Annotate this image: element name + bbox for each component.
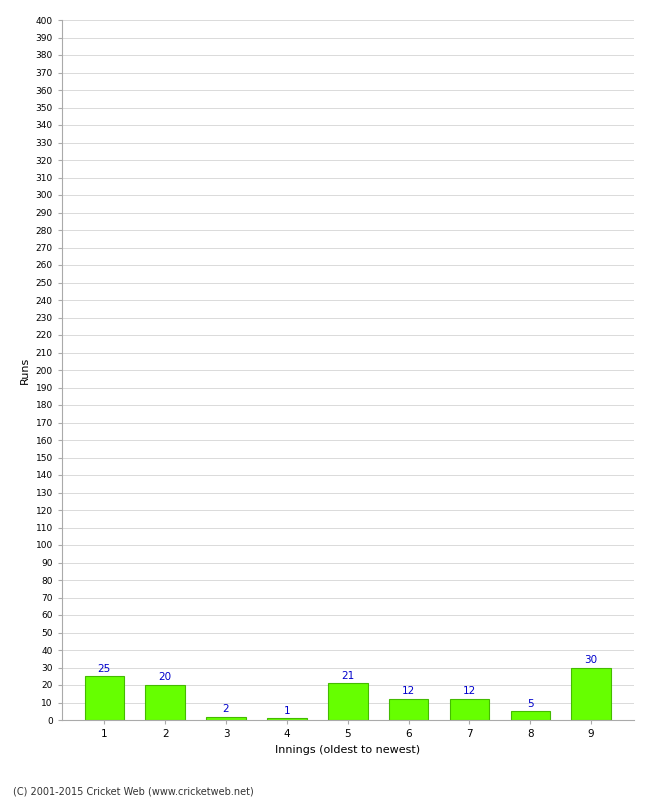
Text: 21: 21 bbox=[341, 670, 354, 681]
Bar bbox=[389, 699, 428, 720]
Bar bbox=[146, 685, 185, 720]
Text: 25: 25 bbox=[98, 664, 111, 674]
Text: 12: 12 bbox=[463, 686, 476, 696]
Y-axis label: Runs: Runs bbox=[20, 356, 30, 384]
Text: 12: 12 bbox=[402, 686, 415, 696]
Text: 2: 2 bbox=[223, 704, 229, 714]
Bar bbox=[328, 683, 367, 720]
Bar bbox=[450, 699, 489, 720]
Text: 5: 5 bbox=[527, 698, 534, 709]
Text: 30: 30 bbox=[584, 655, 598, 665]
Bar bbox=[510, 711, 550, 720]
Text: 20: 20 bbox=[159, 672, 172, 682]
Bar bbox=[267, 718, 307, 720]
Text: 1: 1 bbox=[283, 706, 290, 716]
Text: (C) 2001-2015 Cricket Web (www.cricketweb.net): (C) 2001-2015 Cricket Web (www.cricketwe… bbox=[13, 786, 254, 796]
Bar bbox=[206, 717, 246, 720]
Bar bbox=[571, 667, 611, 720]
X-axis label: Innings (oldest to newest): Innings (oldest to newest) bbox=[275, 745, 421, 754]
Bar bbox=[84, 676, 124, 720]
